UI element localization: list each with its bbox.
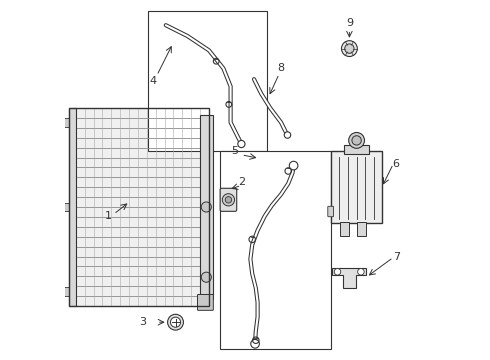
Circle shape: [349, 132, 365, 148]
Circle shape: [345, 44, 354, 53]
Bar: [357, 222, 366, 236]
Bar: [331, 151, 382, 223]
FancyBboxPatch shape: [328, 206, 334, 217]
Bar: [69, 108, 209, 306]
Circle shape: [334, 269, 341, 275]
Circle shape: [201, 272, 211, 282]
Bar: [148, 11, 267, 151]
Text: 1: 1: [105, 211, 112, 221]
Text: 4: 4: [149, 76, 157, 86]
Text: 5: 5: [231, 146, 238, 156]
Bar: [344, 145, 369, 154]
Circle shape: [342, 41, 357, 57]
FancyBboxPatch shape: [197, 294, 213, 310]
Circle shape: [222, 194, 235, 206]
Circle shape: [168, 314, 183, 330]
Bar: [63, 118, 69, 127]
Text: 9: 9: [346, 18, 353, 28]
FancyBboxPatch shape: [220, 188, 237, 211]
Bar: [69, 108, 209, 306]
Text: 2: 2: [238, 177, 245, 187]
Text: 3: 3: [139, 317, 146, 327]
Circle shape: [251, 339, 259, 348]
Circle shape: [238, 140, 245, 148]
Bar: [63, 203, 69, 211]
Text: 8: 8: [277, 63, 285, 73]
Text: 6: 6: [392, 159, 400, 169]
Circle shape: [284, 132, 291, 138]
Circle shape: [289, 161, 298, 170]
Polygon shape: [332, 268, 367, 288]
Circle shape: [352, 136, 361, 145]
Bar: [69, 108, 76, 306]
Bar: [63, 287, 69, 296]
Bar: [200, 115, 213, 299]
Circle shape: [171, 317, 180, 327]
Bar: [341, 222, 349, 236]
Circle shape: [201, 202, 211, 212]
Text: 7: 7: [392, 252, 400, 262]
Circle shape: [225, 197, 232, 203]
Circle shape: [358, 269, 364, 275]
Bar: [220, 151, 331, 349]
